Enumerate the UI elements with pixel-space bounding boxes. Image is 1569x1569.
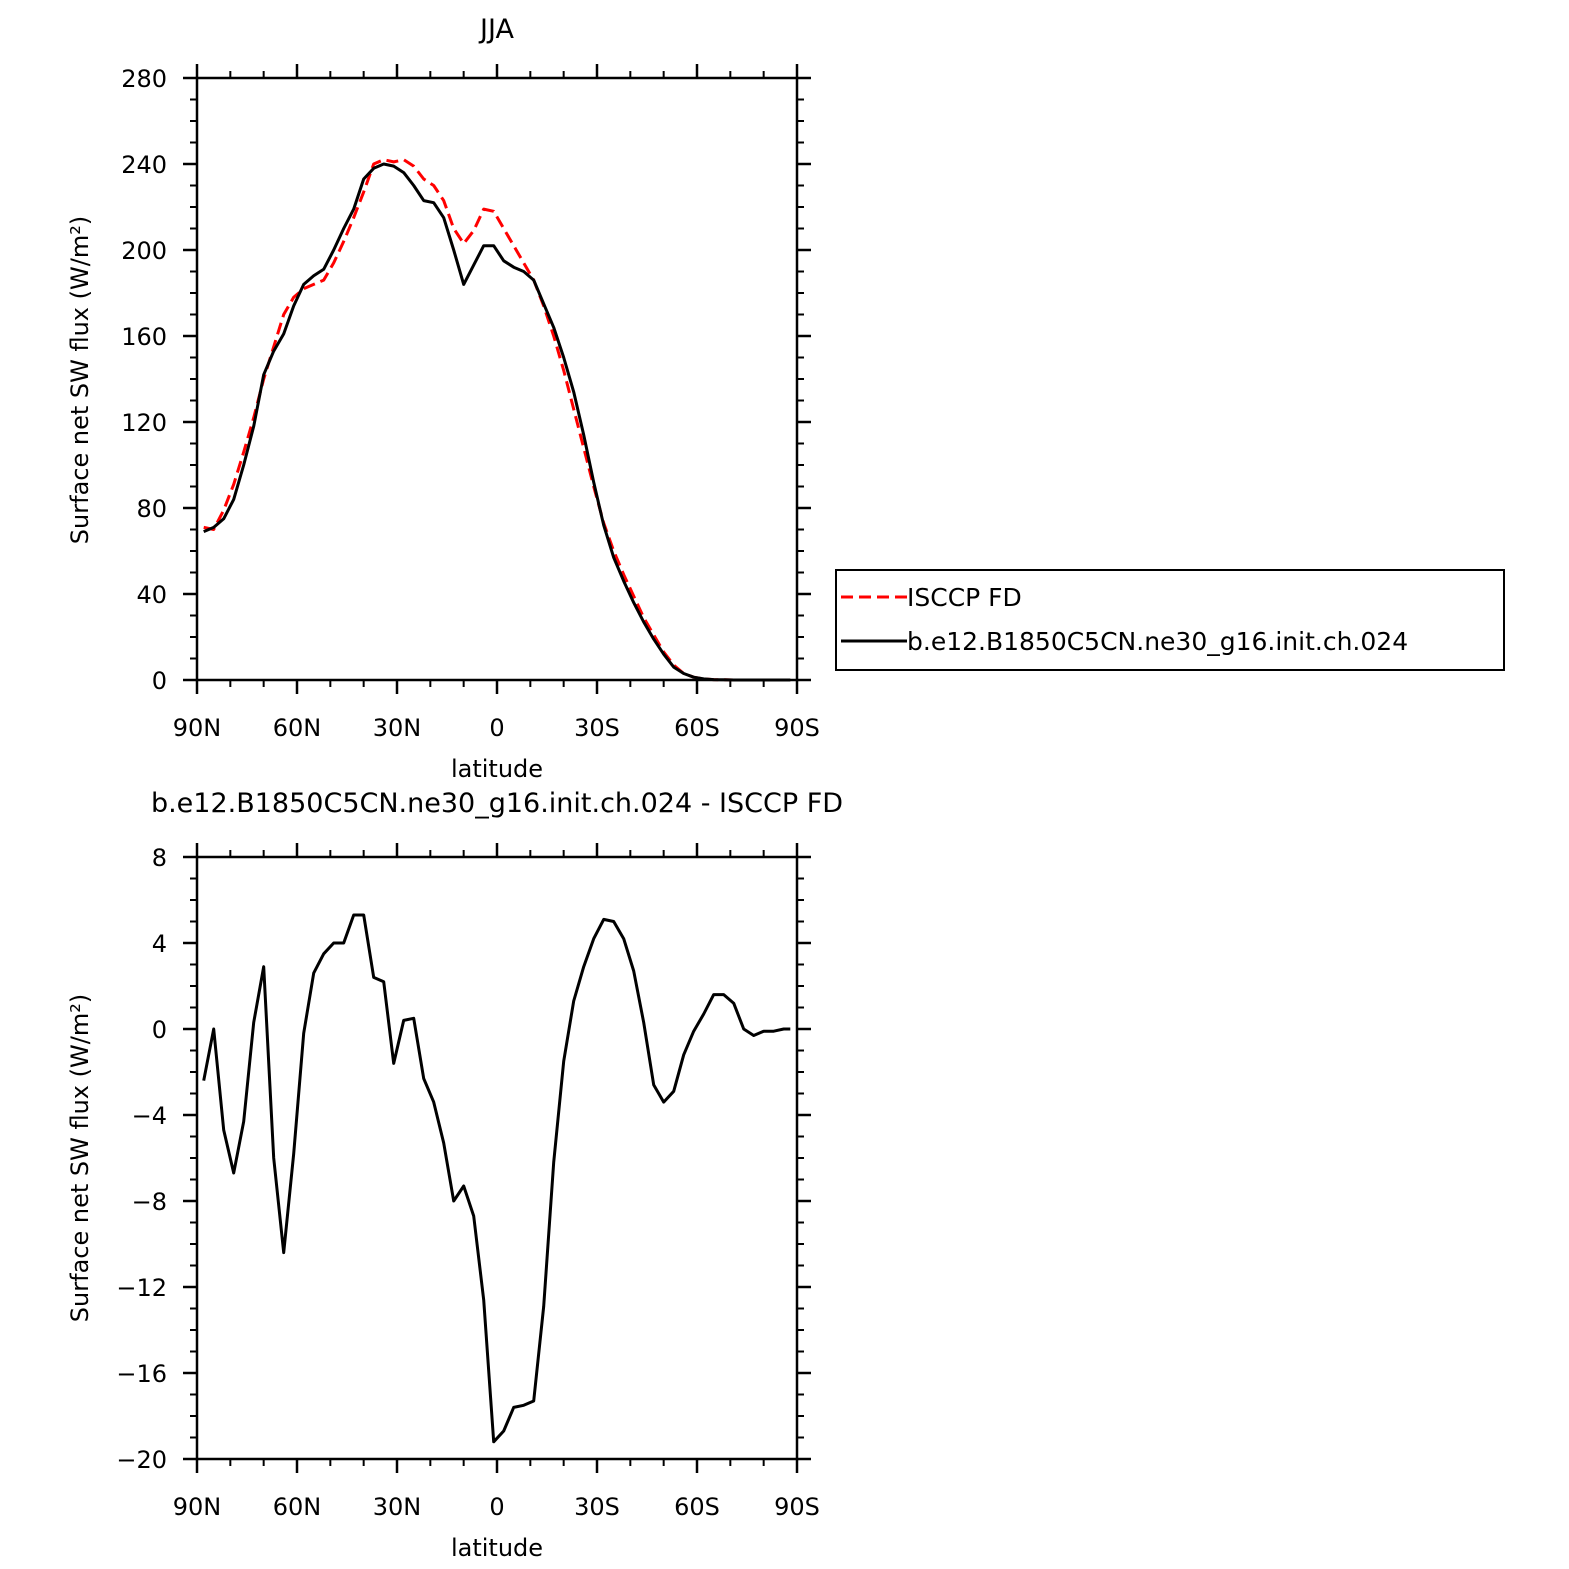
bottom-chart-ticks: −20 −16 −12 −8 −4 0 4 8 90N 60N 30N 0 30S 60S 90S [116,843,820,1521]
bottom-x-tick-label: 60S [674,1493,720,1521]
top-y-tick-label: 40 [136,581,167,609]
bottom-series-line-0 [202,913,791,1444]
bottom-chart-y-axis-label: Surface net SW flux (W/m²) [66,994,94,1322]
bottom-y-tick-label: −16 [116,1360,167,1388]
top-chart: JJA Surface net SW flux (W/m²) latitude … [66,14,1505,783]
top-chart-title: JJA [478,14,514,45]
top-chart-plot-frame [195,76,799,682]
bottom-chart: b.e12.B1850C5CN.ne30_g16.init.ch.024 - I… [66,788,843,1562]
top-chart-x-axis-label: latitude [451,755,543,783]
top-y-tick-label: 0 [152,667,167,695]
top-series-line-1 [203,162,791,682]
top-chart-y-axis-label: Surface net SW flux (W/m²) [66,216,94,544]
top-y-tick-label: 120 [121,409,167,437]
bottom-y-tick-label: −20 [116,1446,167,1474]
bottom-chart-plot-frame [195,855,799,1461]
top-chart-ticks: 0 40 80 120 160 200 240 280 90N 60N 30N 0 30S 60S 90S [121,64,820,742]
bottom-y-tick-label: 4 [152,930,167,958]
legend-label-isccp: ISCCP FD [907,583,1022,612]
legend: ISCCP FD b.e12.B1850C5CN.ne30_g16.init.c… [835,569,1505,671]
bottom-x-tick-label: 30S [574,1493,620,1521]
bottom-x-tick-label: 90S [774,1493,820,1521]
top-x-tick-label: 60N [273,714,322,742]
top-y-tick-label: 240 [121,151,167,179]
top-x-tick-label: 0 [489,714,504,742]
bottom-y-tick-label: 0 [152,1016,167,1044]
bottom-chart-title: b.e12.B1850C5CN.ne30_g16.init.ch.024 - I… [151,788,843,819]
legend-label-model: b.e12.B1850C5CN.ne30_g16.init.ch.024 [907,627,1408,656]
top-x-tick-label: 90S [774,714,820,742]
bottom-chart-x-axis-label: latitude [451,1534,543,1562]
bottom-x-tick-label: 0 [489,1493,504,1521]
bottom-y-tick-label: 8 [152,844,167,872]
top-x-tick-label: 30N [373,714,422,742]
bottom-x-tick-label: 90N [173,1493,222,1521]
top-y-tick-label: 280 [121,65,167,93]
top-y-tick-label: 200 [121,237,167,265]
top-chart-series-lines [203,158,791,682]
top-x-tick-label: 30S [574,714,620,742]
top-x-tick-label: 90N [173,714,222,742]
bottom-y-tick-label: −12 [116,1274,167,1302]
bottom-x-tick-label: 60N [273,1493,322,1521]
bottom-y-tick-label: −8 [132,1188,167,1216]
legend-box [835,569,1505,671]
top-y-tick-label: 80 [136,495,167,523]
top-series-line-0 [203,158,791,682]
bottom-x-tick-label: 30N [373,1493,422,1521]
bottom-y-tick-label: −4 [132,1102,167,1130]
top-y-tick-label: 160 [121,323,167,351]
bottom-chart-series-lines [202,913,791,1444]
top-x-tick-label: 60S [674,714,720,742]
